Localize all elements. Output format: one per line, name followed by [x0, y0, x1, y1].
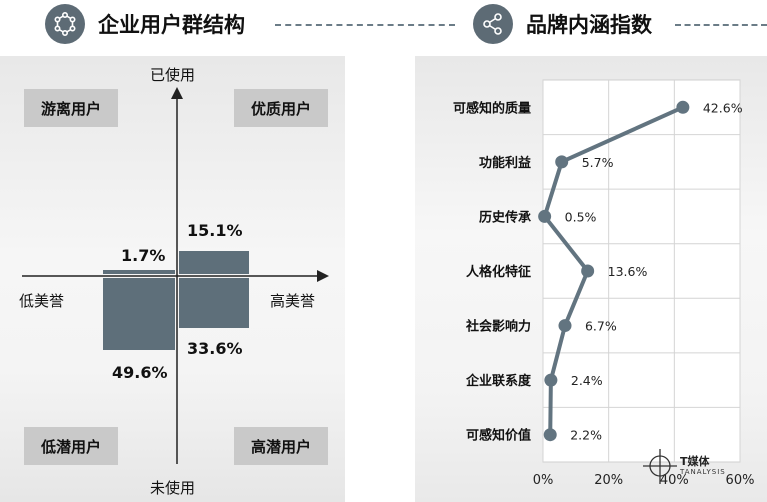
quadrant-label-top-right: 优质用户 [234, 89, 328, 127]
category-label: 企业联系度 [465, 373, 532, 389]
quadrant-axes [22, 87, 329, 464]
data-label: 0.5% [565, 209, 597, 224]
data-label: 2.2% [570, 428, 602, 443]
category-label: 历史传承 [479, 209, 531, 225]
value-label-bottom-right: 33.6% [187, 339, 243, 358]
data-point [538, 209, 552, 223]
data-label: 6.7% [585, 319, 617, 334]
brand-index-panel: 0% 20% 40% 60% 可感知的质量功能利益历史传承人格化特征社会影响力企业联系度… [415, 56, 767, 502]
x-tick-label: 0% [533, 473, 554, 488]
quadrant-bar-bottom-right [179, 278, 249, 329]
right-header-divider [675, 24, 767, 26]
user-structure-panel: 游离用户 优质用户 低潜用户 高潜用户 已使用 未使用 低美誉 高美誉 1.7%… [0, 56, 345, 502]
left-header-divider [275, 24, 455, 26]
data-point [543, 428, 557, 442]
quadrant-label-top-left: 游离用户 [24, 89, 118, 127]
data-label: 42.6% [703, 100, 743, 115]
category-label: 人格化特征 [466, 264, 531, 280]
data-point [544, 373, 558, 387]
value-label-top-right: 15.1% [187, 221, 243, 240]
right-header-title: 品牌内涵指数 [526, 13, 652, 37]
data-point [581, 264, 595, 278]
quadrant-label-bottom-left: 低潜用户 [24, 427, 118, 465]
axis-label-top: 已使用 [150, 66, 196, 84]
data-label: 5.7% [582, 155, 614, 170]
brand-index-chart: 0% 20% 40% 60% 可感知的质量功能利益历史传承人格化特征社会影响力企业联系度… [453, 79, 755, 488]
category-label: 社会影响力 [465, 319, 531, 335]
value-label-top-left: 1.7% [121, 246, 166, 265]
quadrant-bar-top-left [103, 270, 175, 274]
axis-label-bottom: 未使用 [150, 479, 196, 497]
data-label: 13.6% [608, 264, 648, 279]
share-icon [473, 4, 513, 44]
left-header-title: 企业用户群结构 [98, 13, 245, 37]
data-point [555, 155, 569, 169]
value-label-bottom-left: 49.6% [112, 363, 168, 382]
x-tick-label: 60% [726, 473, 755, 488]
quadrant-label-bottom-right: 高潜用户 [234, 427, 328, 465]
quadrant-bar-top-right [179, 251, 249, 274]
watermark-logo: T媒体 TANALYSIS [640, 446, 730, 486]
data-point [676, 100, 690, 114]
axis-label-left: 低美誉 [19, 292, 65, 310]
data-label: 2.4% [571, 373, 603, 388]
category-label: 可感知价值 [466, 428, 531, 444]
data-point [558, 319, 572, 333]
watermark-brand: T媒体 [680, 455, 710, 468]
category-label: 功能利益 [479, 155, 531, 171]
axis-label-right: 高美誉 [270, 292, 316, 310]
x-tick-label: 20% [594, 473, 623, 488]
x-tick-label: 40% [660, 473, 689, 488]
category-label: 可感知的质量 [453, 100, 531, 116]
plot-area [542, 79, 741, 463]
watermark-sub: TANALYSIS [680, 468, 726, 476]
quadrant-bar-bottom-left [103, 278, 175, 351]
network-icon [45, 4, 85, 44]
